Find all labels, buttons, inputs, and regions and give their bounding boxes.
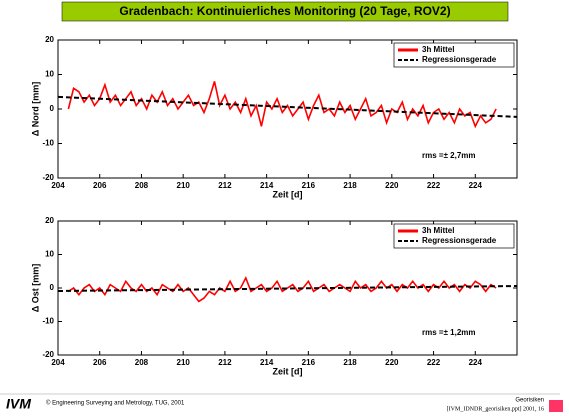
data-line: [67, 275, 497, 303]
legend-label: 3h Mittel: [422, 45, 454, 54]
x-tick-label: 220: [385, 181, 399, 190]
legend-box: [393, 42, 515, 68]
footer-file: [IVM_IDNDR_georisiken.ppt] 2001, 16: [447, 406, 544, 412]
logo: IVM: [6, 396, 31, 412]
x-tick-label: 210: [177, 181, 191, 190]
header-bar: [61, 1, 509, 22]
y-tick-label: -20: [42, 350, 54, 359]
x-tick-label: 224: [469, 358, 483, 367]
x-tick-label: 210: [177, 358, 191, 367]
x-tick-label: 222: [427, 181, 441, 190]
x-tick-label: 208: [135, 181, 149, 190]
x-tick-label: 218: [343, 358, 357, 367]
x-tick-label: 218: [343, 181, 357, 190]
y-axis-label: Δ Nord [mm]: [30, 82, 40, 136]
x-tick-label: 212: [218, 181, 232, 190]
y-tick-label: 20: [45, 216, 54, 225]
y-tick-label: 20: [45, 35, 54, 44]
x-tick-label: 206: [93, 181, 107, 190]
y-tick-label: 0: [50, 104, 55, 113]
x-axis-label: Zeit [d]: [273, 189, 303, 199]
annotation: rms =± 1,2mm: [422, 328, 476, 337]
slide-title: Gradenbach: Kontinuierliches Monitoring …: [119, 4, 450, 18]
x-tick-label: 224: [469, 181, 483, 190]
x-tick-label: 216: [302, 358, 316, 367]
x-tick-label: 214: [260, 358, 274, 367]
x-tick-label: 208: [135, 358, 149, 367]
annotation: rms =± 2,7mm: [422, 151, 476, 160]
legend-label: Regressionsgerade: [422, 55, 497, 64]
y-tick-label: 0: [50, 283, 55, 292]
x-axis-label: Zeit [d]: [273, 366, 303, 376]
y-tick-label: -10: [42, 139, 54, 148]
data-line: [57, 95, 518, 118]
x-tick-label: 214: [260, 181, 274, 190]
y-axis-label: Δ Ost [mm]: [30, 264, 40, 312]
x-tick-label: 216: [302, 181, 316, 190]
x-tick-label: 206: [93, 358, 107, 367]
legend-box: [393, 223, 515, 249]
x-tick-label: 204: [51, 181, 65, 190]
y-tick-label: 10: [45, 250, 54, 259]
footer-subject: Georisiken: [515, 398, 544, 404]
y-tick-label: 10: [45, 70, 54, 79]
y-tick-label: -20: [42, 173, 54, 182]
x-tick-label: 204: [51, 358, 65, 367]
y-tick-label: -10: [42, 317, 54, 326]
legend-label: Regressionsgerade: [422, 236, 497, 245]
footer-mark: [549, 400, 563, 412]
x-tick-label: 220: [385, 358, 399, 367]
data-line: [57, 285, 518, 292]
copyright: © Engineering Surveying and Metrology, T…: [46, 400, 185, 407]
legend-label: 3h Mittel: [422, 226, 454, 235]
x-tick-label: 222: [427, 358, 441, 367]
x-tick-label: 212: [218, 358, 232, 367]
